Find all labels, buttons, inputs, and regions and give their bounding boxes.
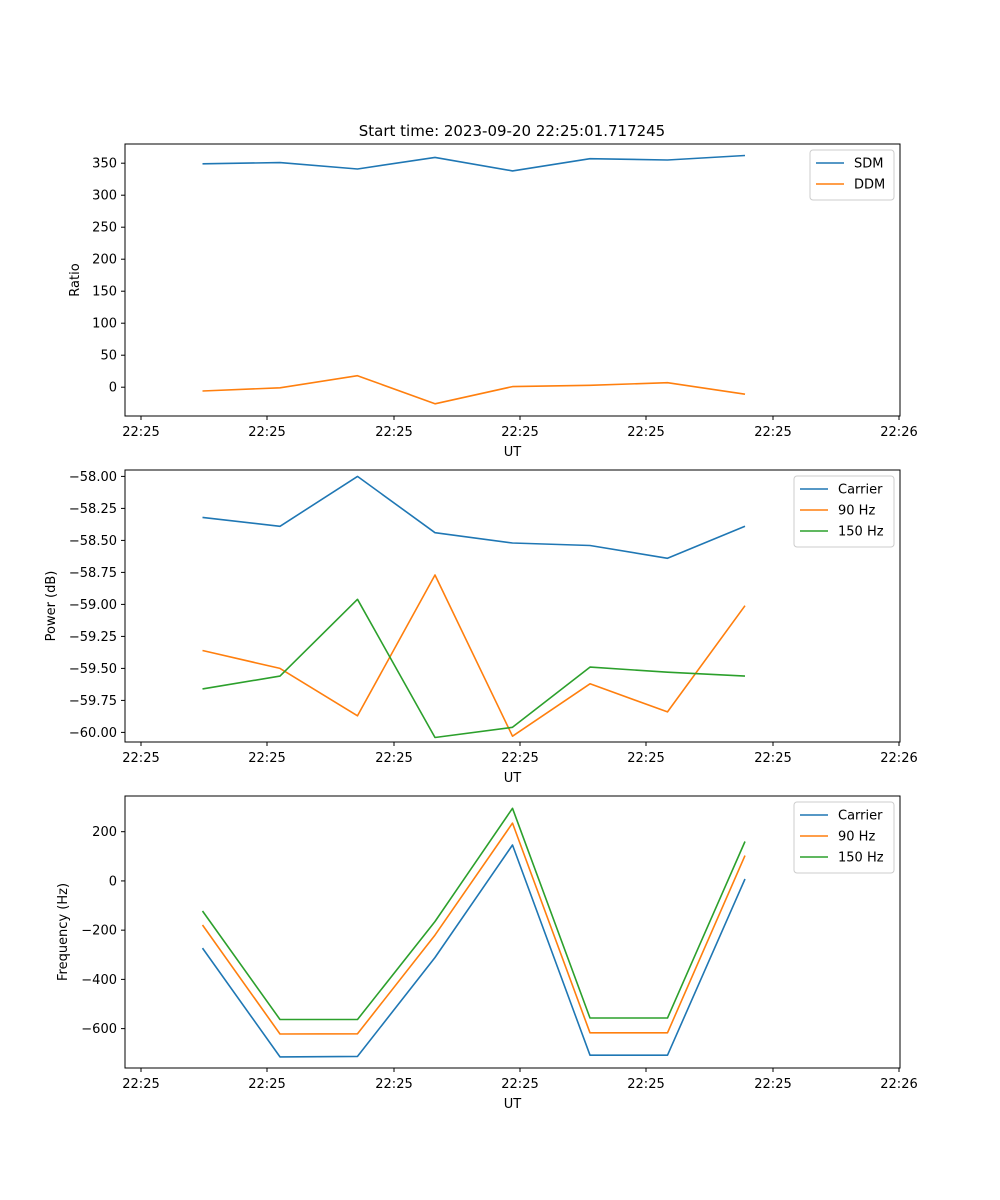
- panel-1-series-sdm: [202, 154, 746, 172]
- panel-3-legend-label: 150 Hz: [838, 851, 884, 866]
- panel-3-x-tick-label: 22:25: [501, 1077, 538, 1092]
- panel-3-series-90-hz: [201, 822, 746, 1035]
- panel-2-series-90-hz: [202, 574, 746, 738]
- panel-1-x-tick-label: 22:25: [627, 425, 664, 440]
- panel-2-y-tick-label: −58.25: [69, 502, 117, 517]
- panel-3-y-tick-label: 0: [109, 874, 117, 889]
- panel-3-x-tick-label: 22:25: [627, 1077, 664, 1092]
- panel-3-y-axis-label: Frequency (Hz): [56, 883, 71, 981]
- panel-2-y-tick-label: −58.75: [69, 566, 117, 581]
- panel-2-series-150-hz: [202, 598, 746, 739]
- panel-3-legend-label: Carrier: [838, 809, 883, 824]
- panel-2-x-tick-label: 22:25: [627, 751, 664, 766]
- panel-1-y-tick-label: 300: [92, 189, 117, 204]
- panel-2-y-tick-label: −58.50: [69, 534, 117, 549]
- panel-3-y-tick-label: −600: [81, 1022, 117, 1037]
- panel-2-legend-box: [793, 475, 895, 548]
- panel-3-y-tick-label: −400: [81, 973, 117, 988]
- panel-1-legend-label: SDM: [854, 157, 883, 172]
- panel-2-y-tick-label: −59.00: [69, 598, 117, 613]
- panel-2-x-tick-label: 22:25: [248, 751, 285, 766]
- panel-2-y-axis-label: Power (dB): [44, 571, 59, 642]
- panel-2-legend-label: 150 Hz: [838, 525, 884, 540]
- panel-1-y-tick-label: 250: [92, 221, 117, 236]
- panel-1-x-tick-label: 22:25: [375, 425, 412, 440]
- panel-2-y-tick-label: −59.25: [69, 630, 117, 645]
- panel-3-y-tick-label: −200: [81, 924, 117, 939]
- panel-1-x-tick-label: 22:26: [880, 425, 917, 440]
- panel-2-y-tick-label: −60.00: [69, 726, 117, 741]
- panel-2-y-tick-label: −58.00: [69, 470, 117, 485]
- panel-1-y-tick-label: 0: [109, 381, 117, 396]
- panel-3-series-carrier: [201, 844, 746, 1058]
- panel-2-legend-label: Carrier: [838, 483, 883, 498]
- panel-1-x-tick-label: 22:25: [501, 425, 538, 440]
- panel-2-x-axis-label: UT: [504, 771, 522, 786]
- panel-2-x-tick-label: 22:25: [754, 751, 791, 766]
- panel-3-legend-label: 90 Hz: [838, 830, 875, 845]
- panel-3-x-tick-label: 22:25: [248, 1077, 285, 1092]
- panel-1-x-tick-label: 22:25: [754, 425, 791, 440]
- panel-2-series-carrier: [202, 475, 746, 560]
- figure-title: Start time: 2023-09-20 22:25:01.717245: [359, 122, 665, 140]
- panel-1-axes-frame: [124, 143, 901, 417]
- panel-1-y-tick-label: 350: [92, 157, 117, 172]
- panel-2-x-tick-label: 22:25: [375, 751, 412, 766]
- panel-1-y-tick-label: 150: [92, 285, 117, 300]
- panel-3-y-tick-label: 200: [92, 825, 117, 840]
- panel-2-y-tick-label: −59.75: [69, 694, 117, 709]
- panel-2-legend-label: 90 Hz: [838, 504, 875, 519]
- panel-1-y-tick-label: 100: [92, 317, 117, 332]
- panel-1-series-ddm: [202, 374, 746, 405]
- panel-1-x-axis-label: UT: [504, 445, 522, 460]
- panel-1-x-tick-label: 22:25: [248, 425, 285, 440]
- panel-1-y-tick-label: 200: [92, 253, 117, 268]
- panel-3-legend-box: [793, 801, 895, 874]
- panel-2-axes-frame: [124, 469, 901, 743]
- panel-3-x-tick-label: 22:25: [122, 1077, 159, 1092]
- panel-1-legend-label: DDM: [854, 178, 885, 193]
- panel-2-x-tick-label: 22:25: [501, 751, 538, 766]
- panel-3-x-tick-label: 22:25: [754, 1077, 791, 1092]
- panel-3-x-axis-label: UT: [504, 1097, 522, 1112]
- panel-2-x-tick-label: 22:25: [122, 751, 159, 766]
- panel-3-series-150-hz: [201, 807, 746, 1021]
- panel-1-y-axis-label: Ratio: [68, 263, 83, 296]
- panel-3-x-tick-label: 22:25: [375, 1077, 412, 1092]
- panel-1-y-tick-label: 50: [100, 349, 117, 364]
- panel-2-y-tick-label: −59.50: [69, 662, 117, 677]
- panel-3-axes-frame: [124, 795, 901, 1069]
- panel-2-x-tick-label: 22:26: [880, 751, 917, 766]
- panel-1-x-tick-label: 22:25: [122, 425, 159, 440]
- panel-3-x-tick-label: 22:26: [880, 1077, 917, 1092]
